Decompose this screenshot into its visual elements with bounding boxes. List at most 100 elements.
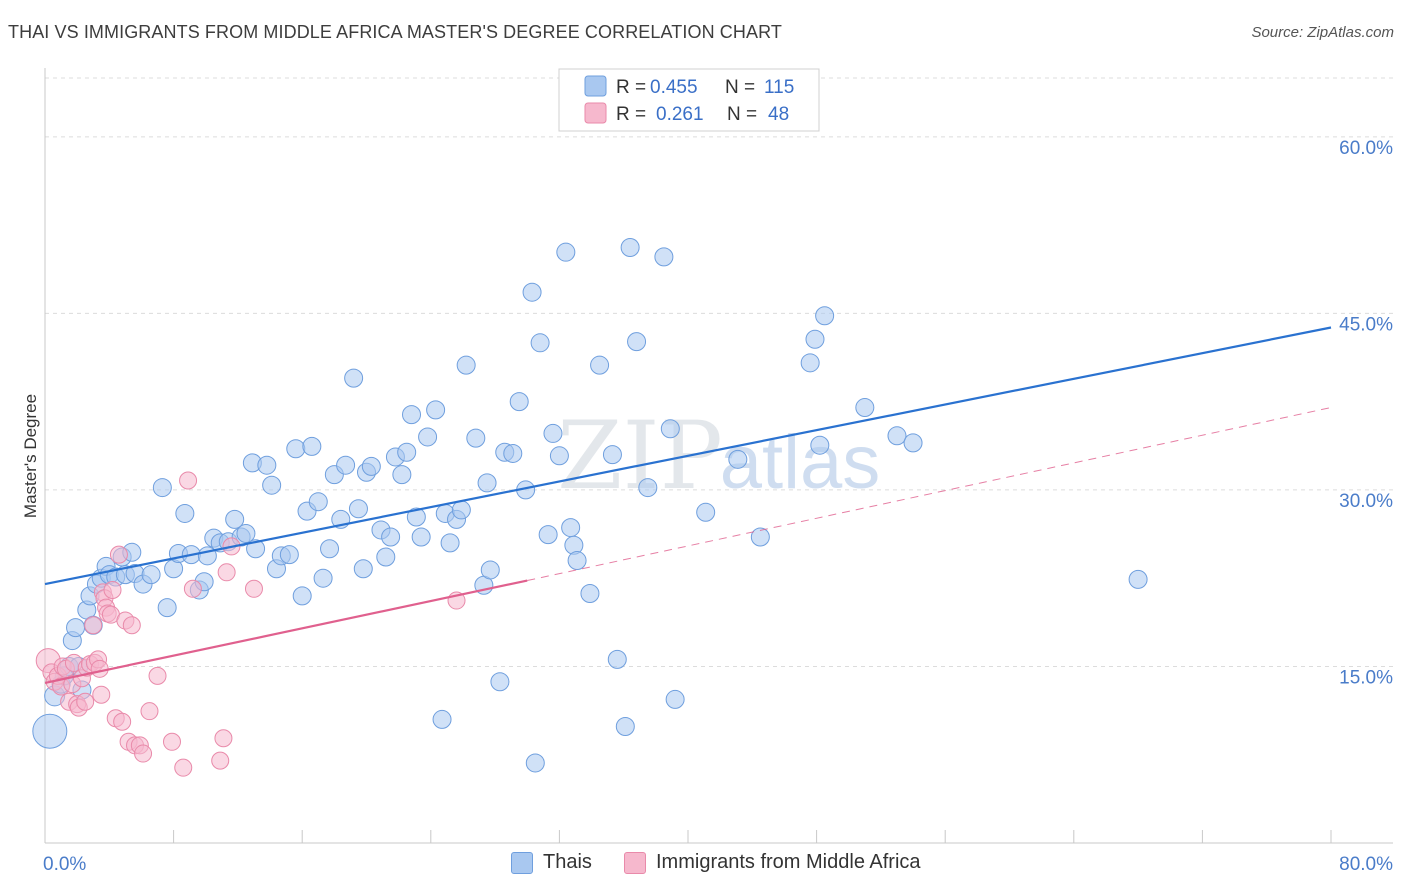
x-tick-label-0: 0.0% [43, 854, 86, 875]
legend-swatch-middle-africa-bottom [624, 851, 646, 874]
thais-point-109 [750, 527, 770, 547]
legend-item-thais[interactable]: Thais [511, 851, 592, 874]
thais-point-40 [257, 455, 277, 475]
thais-point-64 [392, 465, 412, 485]
thais-point-108 [728, 449, 748, 469]
middle-africa-point-37 [148, 666, 167, 685]
trend-lines [44, 326, 1332, 685]
legend-r-value-thais: 0.455 [650, 77, 698, 98]
legend-bottom: Thais Immigrants from Middle Africa [0, 851, 1406, 879]
y-tick-label-45: 45.0% [1339, 314, 1393, 335]
chart-title: THAI VS IMMIGRANTS FROM MIDDLE AFRICA MA… [8, 22, 782, 42]
thais-point-112 [810, 435, 830, 455]
thais-point-103 [638, 478, 658, 498]
middle-africa-point-19 [90, 659, 109, 678]
thais-point-56 [348, 499, 368, 519]
thais-point-27 [175, 503, 195, 523]
thais-point-6 [66, 618, 86, 638]
thais-point-37 [236, 523, 256, 543]
thais-point-86 [522, 282, 542, 302]
thais-point-49 [308, 492, 328, 512]
legend-top: R = 0.455 N = 115 R = 0.261 N = 48 [558, 68, 820, 132]
legend-n-label-thais: N = [725, 77, 755, 98]
legend-r-label-middle-africa: R = [616, 104, 646, 125]
thais-point-102 [627, 332, 647, 352]
middle-africa-point-39 [174, 758, 193, 777]
axes: 15.0% 30.0% 45.0% 60.0% 0.0% 80.0% [43, 68, 1393, 875]
thais-point-115 [887, 426, 907, 446]
thais-point-87 [525, 753, 545, 773]
legend-n-label-middle-africa: N = [727, 104, 757, 125]
middle-africa-point-32 [122, 616, 141, 635]
thais-point-98 [602, 445, 622, 465]
thais-point-105 [660, 419, 680, 439]
middle-africa-point-20 [92, 685, 111, 704]
middle-africa-point-29 [113, 712, 132, 731]
watermark-zip: ZIP [557, 402, 723, 511]
thais-point-77 [466, 428, 486, 448]
thais-point-107 [696, 502, 716, 522]
thais-point-35 [225, 509, 245, 529]
legend-r-value-middle-africa: 0.261 [656, 104, 704, 125]
thais-point-97 [590, 355, 610, 375]
thais-point-46 [292, 586, 312, 606]
thais-point-75 [451, 500, 471, 520]
thais-point-104 [654, 247, 674, 267]
thais-point-48 [302, 436, 322, 456]
middle-africa-point-16 [84, 616, 103, 635]
thais-point-67 [406, 507, 426, 527]
thais-point-116 [903, 433, 923, 453]
thais-point-80 [480, 560, 500, 580]
thais-point-88 [530, 333, 550, 353]
thais-point-61 [376, 547, 396, 567]
middle-africa-point-43 [214, 729, 233, 748]
middle-africa-trend-extension [527, 407, 1332, 582]
middle-africa-point-13 [76, 692, 95, 711]
legend-label-thais: Thais [543, 851, 592, 873]
thais-point-91 [549, 446, 569, 466]
thais-point-44 [279, 545, 299, 565]
legend-item-middle-africa[interactable]: Immigrants from Middle Africa [624, 851, 921, 874]
middle-africa-point-26 [103, 580, 122, 599]
thais-point-96 [580, 583, 600, 603]
middle-africa-point-38 [162, 732, 181, 751]
thais-point-117 [1128, 569, 1148, 589]
thais-point-114 [855, 398, 875, 418]
legend-r-label-thais: R = [616, 77, 646, 98]
grid [45, 77, 1393, 667]
thais-point-70 [426, 400, 446, 420]
legend-swatch-thais-bottom [511, 851, 533, 874]
middle-africa-point-36 [140, 702, 159, 721]
middle-africa-point-40 [179, 471, 198, 490]
thais-point-0 [32, 713, 68, 749]
thais-point-95 [567, 551, 587, 571]
thais-point-84 [509, 392, 529, 412]
thais-point-23 [152, 478, 172, 498]
middle-africa-point-46 [244, 579, 263, 598]
middle-africa-trend-line [44, 579, 528, 685]
thais-point-66 [402, 405, 422, 425]
thais-point-24 [157, 598, 177, 618]
thais-point-83 [503, 443, 523, 463]
legend-n-value-middle-africa: 48 [768, 104, 789, 125]
middle-africa-point-28 [109, 545, 128, 564]
thais-point-59 [361, 456, 381, 476]
thais-point-51 [320, 539, 340, 559]
thais-point-39 [246, 539, 266, 559]
thais-point-41 [262, 475, 282, 495]
thais-point-79 [477, 473, 497, 493]
thais-point-57 [353, 559, 373, 579]
legend-n-value-thais: 115 [764, 77, 794, 98]
thais-point-94 [564, 535, 584, 555]
thais-point-89 [538, 525, 558, 545]
y-tick-label-60: 60.0% [1339, 138, 1393, 159]
legend-swatch-middle-africa [584, 102, 607, 124]
thais-point-101 [620, 237, 640, 257]
legend-swatch-thais [584, 75, 607, 97]
x-tick-label-80: 80.0% [1339, 854, 1393, 875]
middle-africa-point-35 [134, 744, 153, 763]
y-tick-label-15: 15.0% [1339, 667, 1393, 688]
thais-point-81 [490, 672, 510, 692]
thais-point-100 [615, 716, 635, 736]
